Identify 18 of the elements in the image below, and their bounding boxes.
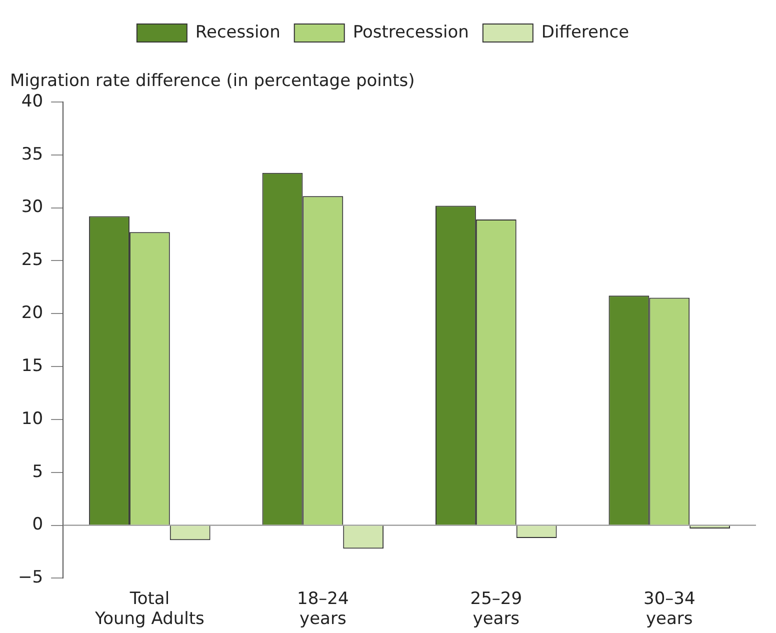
y-tick-label: 5 bbox=[32, 462, 44, 482]
legend-label: Postrecession bbox=[352, 22, 469, 42]
y-tick-label: 40 bbox=[21, 91, 44, 112]
y-tick-label: 15 bbox=[21, 356, 44, 376]
legend-label: Difference bbox=[541, 22, 630, 42]
x-tick-label: 30–34 years bbox=[644, 588, 696, 630]
y-tick-label: −5 bbox=[18, 568, 44, 588]
x-tick-label: 25–29 years bbox=[470, 588, 522, 630]
y-tick-label: 35 bbox=[21, 144, 44, 164]
x-tick-label: 18–24 years bbox=[297, 588, 349, 630]
y-tick-label: 0 bbox=[32, 514, 44, 535]
y-tick-label: 20 bbox=[21, 303, 44, 324]
y-tick-label: 25 bbox=[21, 250, 44, 270]
y-tick-label: 30 bbox=[21, 197, 44, 218]
y-axis-title: Migration rate difference (in percentage points) bbox=[10, 70, 415, 91]
legend-label: Recession bbox=[195, 22, 280, 42]
x-tick-label: Total Young Adults bbox=[94, 588, 205, 630]
y-tick-label: 10 bbox=[21, 408, 44, 429]
